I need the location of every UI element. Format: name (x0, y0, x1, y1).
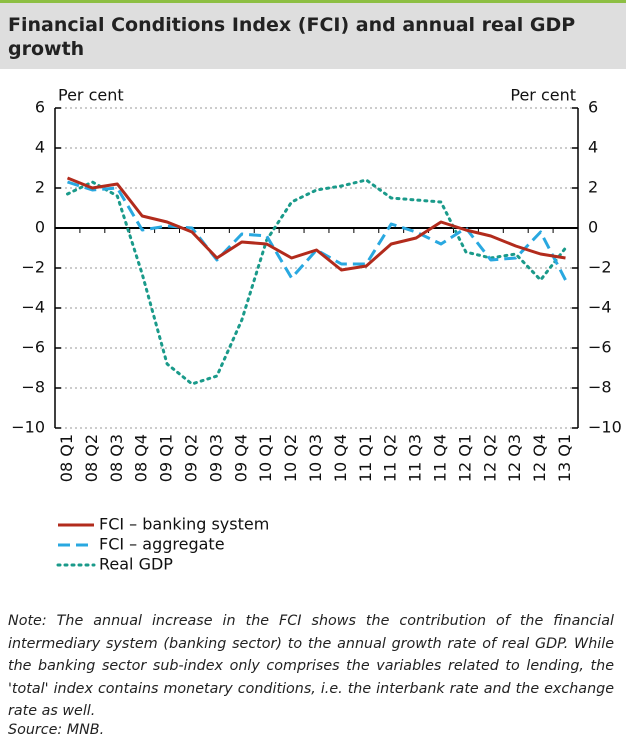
series-line (66, 176, 566, 272)
x-tick-label: 10 Q2 (281, 434, 300, 482)
x-tick-label: 12 Q4 (530, 434, 549, 482)
x-tick-label: 11 Q4 (431, 434, 450, 482)
y-tick-label: 4 (35, 138, 45, 157)
header: Financial Conditions Index (FCI) and ann… (0, 3, 626, 69)
x-tick-label: 12 Q1 (455, 434, 474, 482)
y-tick-label: −10 (11, 418, 45, 437)
y-tick-label: −6 (21, 338, 45, 357)
source: Source: MNB. (8, 722, 105, 738)
y2-axis-label: Per cent (510, 86, 576, 105)
y2-tick-label: −10 (588, 418, 622, 437)
y-tick-label: −2 (21, 258, 45, 277)
x-tick-label: 10 Q4 (331, 434, 350, 482)
x-tick-label: 09 Q2 (181, 434, 200, 482)
x-tick-label: 10 Q3 (306, 434, 325, 482)
x-tick-label: 11 Q1 (356, 434, 375, 482)
y-tick-label: −4 (21, 298, 45, 317)
y2-tick-label: −6 (588, 338, 612, 357)
x-tick-label: 08 Q4 (132, 434, 151, 482)
legend-label: FCI – banking system (99, 515, 269, 534)
y-tick-label: 0 (35, 218, 45, 237)
y2-tick-label: −4 (588, 298, 612, 317)
y-tick-label: −8 (21, 378, 45, 397)
x-tick-label: 09 Q1 (157, 434, 176, 482)
x-tick-label: 09 Q3 (206, 434, 225, 482)
note: Note: The annual increase in the FCI sho… (8, 613, 614, 719)
y2-tick-label: −8 (588, 378, 612, 397)
x-tick-label: 12 Q3 (505, 434, 524, 482)
header-rule (0, 0, 626, 3)
x-tick-label: 09 Q4 (231, 434, 250, 482)
legend-label: FCI – aggregate (99, 535, 225, 554)
chart-title: Financial Conditions Index (FCI) and ann… (8, 14, 576, 60)
y-tick-label: 6 (35, 98, 45, 117)
x-tick-label: 11 Q2 (381, 434, 400, 482)
series-line (66, 178, 567, 386)
chart: Per cent Per cent −10 −8 −6 −4 −2 0 2 4 6 −10 −8 −6… (11, 86, 622, 574)
x-tick-label: 08 Q3 (107, 434, 126, 482)
x-tick-label: 12 Q2 (480, 434, 499, 482)
x-tick-label: 10 Q1 (256, 434, 275, 482)
x-tick-label: 11 Q3 (406, 434, 425, 482)
x-tick-label: 13 Q1 (555, 434, 574, 482)
y2-tick-label: 4 (588, 138, 598, 157)
y-tick-label: 2 (35, 178, 45, 197)
x-tick-label: 08 Q1 (57, 434, 76, 482)
x-tick-label: 08 Q2 (82, 434, 101, 482)
y2-tick-label: 2 (588, 178, 598, 197)
y2-tick-label: 0 (588, 218, 598, 237)
y2-tick-label: −2 (588, 258, 612, 277)
legend-label: Real GDP (99, 555, 173, 574)
series-line (67, 180, 567, 281)
y-axis-label: Per cent (58, 86, 124, 105)
y2-tick-label: 6 (588, 98, 598, 117)
